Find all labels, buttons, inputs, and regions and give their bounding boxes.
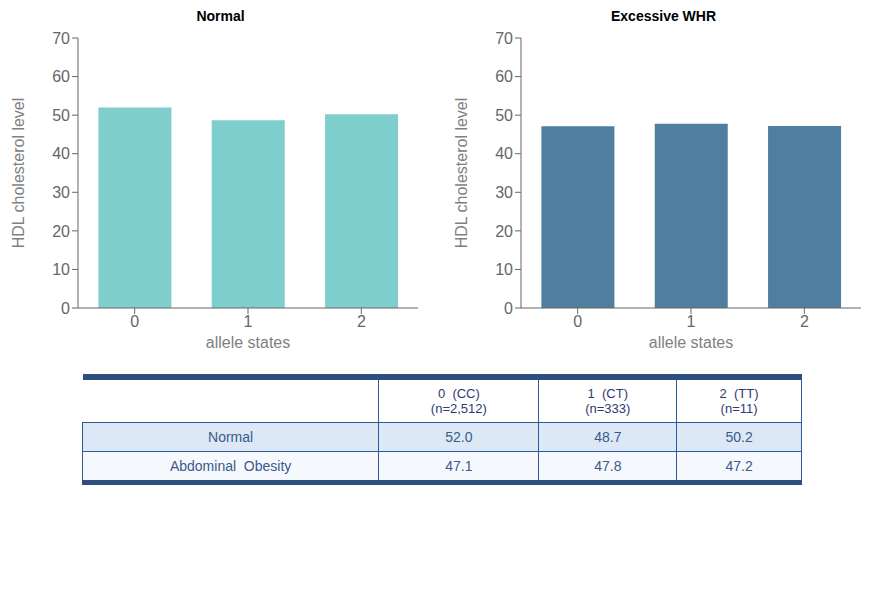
svg-text:20: 20	[52, 223, 70, 240]
svg-text:0: 0	[130, 313, 139, 330]
svg-text:50: 50	[495, 107, 513, 124]
svg-text:70: 70	[52, 30, 70, 47]
svg-text:2: 2	[357, 313, 366, 330]
html-text:Excessive WHR: Excessive WHR	[611, 8, 716, 24]
html-text:Abdominal Obesity: Abdominal Obesity	[169, 458, 292, 474]
svg-text:20: 20	[495, 223, 513, 240]
html-text:(n=2,512): (n=2,512)	[430, 401, 487, 416]
svg-text:HDL cholesterol level: HDL cholesterol level	[453, 98, 470, 249]
svg-text:1: 1	[244, 313, 253, 330]
svg-text:1: 1	[687, 313, 696, 330]
svg-text:30: 30	[495, 184, 513, 201]
html-text:(n=333): (n=333)	[585, 401, 631, 416]
html-text:50.2: 50.2	[725, 429, 753, 445]
html-text:47.2: 47.2	[725, 458, 753, 474]
svg-text:70: 70	[495, 30, 513, 47]
svg-text:0: 0	[61, 300, 70, 317]
svg-text:0: 0	[504, 300, 513, 317]
html-text:48.7: 48.7	[594, 429, 622, 445]
html-text:2 (TT): 2 (TT)	[719, 386, 759, 401]
html-text:47.1: 47.1	[445, 458, 473, 474]
svg-text:allele states: allele states	[206, 334, 291, 351]
svg-text:allele states: allele states	[649, 334, 734, 351]
svg-text:10: 10	[52, 261, 70, 278]
svg-text:60: 60	[495, 68, 513, 85]
svg-text:40: 40	[52, 145, 70, 162]
html-text:Normal: Normal	[196, 8, 245, 24]
svg-text:50: 50	[52, 107, 70, 124]
svg-text:0: 0	[573, 313, 582, 330]
html-text:0 (CC): 0 (CC)	[437, 386, 480, 401]
svg-text:40: 40	[495, 145, 513, 162]
html-text:52.0: 52.0	[445, 429, 473, 445]
html-text:(n=11): (n=11)	[720, 401, 758, 416]
html-text:Normal: Normal	[208, 429, 254, 445]
svg-text:10: 10	[495, 261, 513, 278]
svg-text:HDL cholesterol level: HDL cholesterol level	[10, 98, 27, 249]
html-text:47.8: 47.8	[594, 458, 622, 474]
svg-text:30: 30	[52, 184, 70, 201]
html-text:1 (CT): 1 (CT)	[587, 386, 628, 401]
svg-text:60: 60	[52, 68, 70, 85]
svg-text:2: 2	[800, 313, 809, 330]
